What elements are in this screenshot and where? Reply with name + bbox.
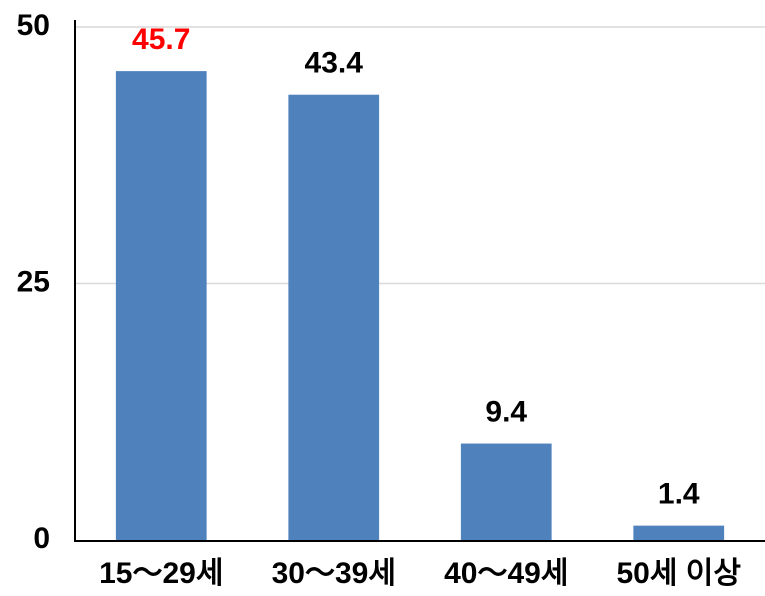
x-tick-label: 50세 이상 — [616, 557, 741, 590]
data-label: 45.7 — [132, 23, 190, 56]
bar — [115, 71, 207, 541]
bar — [288, 94, 380, 540]
data-label: 43.4 — [305, 47, 364, 80]
x-tick-label: 15～29세 — [99, 557, 223, 590]
bar — [460, 443, 552, 540]
x-tick-label: 40～49세 — [444, 557, 568, 590]
y-tick-label: 50 — [17, 9, 50, 42]
x-tick-label: 30～39세 — [272, 557, 396, 590]
data-label: 9.4 — [485, 395, 527, 428]
y-tick-label: 25 — [17, 265, 50, 298]
data-label: 1.4 — [658, 478, 700, 511]
y-tick-label: 0 — [33, 522, 50, 555]
bar — [633, 525, 725, 540]
